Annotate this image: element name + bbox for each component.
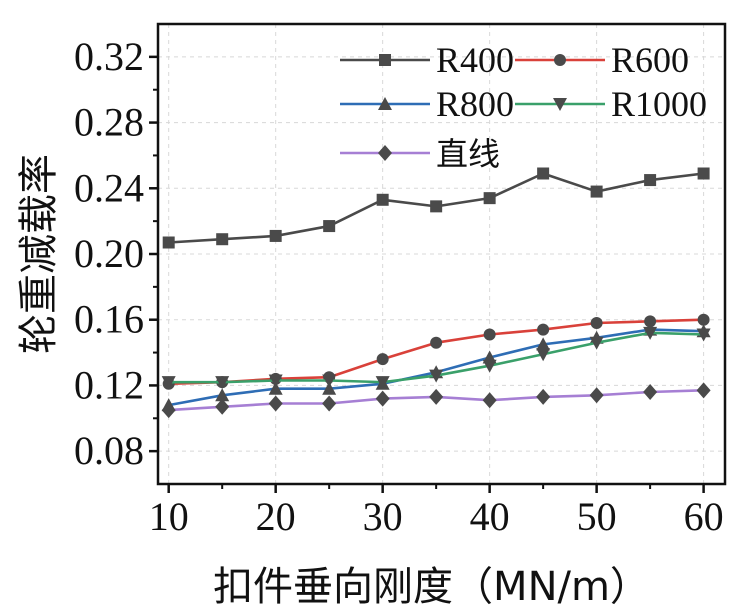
data-point — [322, 381, 337, 395]
x-tick-label: 10 — [149, 494, 189, 539]
data-point — [430, 200, 443, 213]
series-group — [161, 167, 711, 419]
data-point — [696, 328, 711, 342]
x-tick-label: 30 — [363, 494, 403, 539]
data-point — [430, 336, 443, 349]
legend: R400 R600 R800 R1000 直线 — [340, 40, 707, 173]
data-point — [161, 376, 176, 390]
data-point — [215, 398, 230, 415]
data-point — [536, 388, 551, 405]
data-point — [590, 185, 603, 198]
data-point — [644, 315, 657, 328]
x-tick-label: 50 — [577, 494, 617, 539]
legend-item: R1000 — [515, 84, 707, 124]
grid — [158, 24, 725, 484]
legend-item: R600 — [515, 40, 689, 80]
data-point — [322, 395, 337, 412]
data-point — [537, 167, 550, 180]
data-point — [590, 317, 603, 329]
x-tick-label: 60 — [684, 494, 724, 539]
y-tick-label: 0.24 — [74, 165, 144, 210]
data-point — [643, 384, 658, 400]
x-tick-label: 40 — [470, 494, 510, 539]
data-point — [589, 336, 604, 350]
y-tick-label: 0.32 — [74, 34, 144, 79]
data-point — [643, 326, 658, 340]
legend-item: R800 — [340, 84, 514, 124]
data-point — [269, 229, 282, 242]
y-tick-label: 0.08 — [74, 428, 144, 473]
axes: 0.08 0.12 0.16 0.20 0.24 0.28 0.32 10 20 30 40 50 60 — [74, 34, 724, 539]
data-point — [376, 193, 389, 206]
y-tick-label: 0.12 — [74, 362, 144, 407]
data-point — [697, 167, 710, 180]
data-point — [644, 174, 657, 187]
data-point — [482, 392, 497, 409]
legend-label: R600 — [611, 40, 689, 80]
y-tick-label: 0.16 — [74, 297, 144, 342]
y-tick-label: 0.20 — [74, 231, 144, 276]
data-point — [162, 236, 175, 249]
data-point — [376, 353, 389, 366]
legend-marker — [554, 54, 566, 66]
legend-label: R1000 — [611, 84, 707, 124]
legend-item: R400 — [340, 40, 514, 80]
legend-marker — [378, 97, 392, 110]
data-point — [323, 220, 336, 233]
legend-item: 直线 — [340, 135, 500, 173]
data-point — [268, 374, 283, 388]
data-point — [268, 381, 283, 395]
data-point — [589, 387, 604, 404]
data-point — [536, 348, 551, 362]
y-tick-label: 0.28 — [74, 100, 144, 145]
data-point — [375, 376, 390, 390]
data-point — [375, 390, 390, 407]
x-axis-label: 扣件垂向刚度（MN/m） — [213, 564, 650, 610]
data-point — [268, 395, 283, 412]
legend-marker — [553, 98, 567, 111]
data-point — [696, 382, 711, 399]
data-point — [429, 388, 444, 405]
data-point — [161, 402, 176, 419]
data-point — [697, 313, 710, 326]
legend-label: R400 — [436, 40, 514, 80]
series-1 — [162, 167, 710, 249]
series-4 — [161, 326, 711, 390]
legend-label: 直线 — [436, 135, 500, 173]
data-point — [536, 337, 551, 351]
data-point — [429, 369, 444, 383]
data-point — [482, 359, 497, 373]
data-point — [537, 323, 550, 336]
data-point — [322, 374, 337, 388]
data-point — [216, 233, 229, 246]
data-point — [215, 388, 230, 402]
y-axis-label: 轮重减载率 — [16, 154, 62, 354]
legend-marker — [378, 145, 392, 161]
legend-label: R800 — [436, 84, 514, 124]
series-5 — [161, 382, 711, 419]
data-point — [215, 376, 230, 390]
data-point — [483, 328, 496, 341]
x-tick-label: 20 — [256, 494, 296, 539]
legend-marker — [379, 54, 391, 66]
data-point — [483, 192, 496, 205]
